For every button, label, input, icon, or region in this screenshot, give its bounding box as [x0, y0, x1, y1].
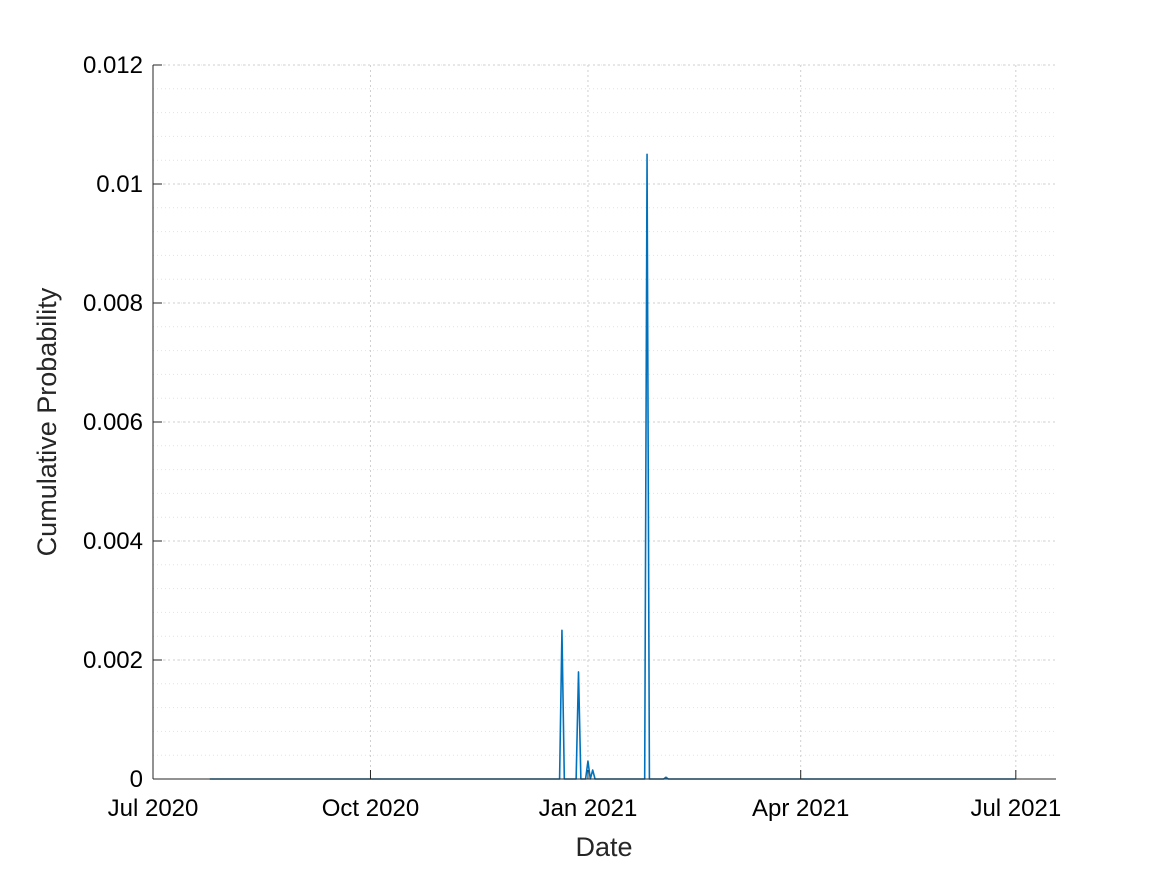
series-line	[209, 153, 1016, 780]
y-tick-label: 0.004	[83, 528, 143, 555]
x-tick-label: Jan 2021	[539, 795, 638, 822]
x-axis-label: Date	[575, 832, 632, 862]
grid	[152, 64, 1056, 780]
y-tick-label: 0.008	[83, 290, 143, 317]
x-tick-label: Apr 2021	[752, 795, 849, 822]
y-tick-label: 0.006	[83, 409, 143, 436]
y-tick-label: 0.01	[96, 171, 143, 198]
tick-labels: 0 0.002 0.004 0.006 0.008 0.01 0.012 Jul 2020 Oc…	[83, 52, 1061, 822]
series-layer	[209, 153, 1016, 780]
x-tick-label: Jul 2020	[108, 795, 199, 822]
x-tick-label: Oct 2020	[322, 795, 419, 822]
y-tick-label: 0.012	[83, 52, 143, 79]
y-tick-label: 0.002	[83, 647, 143, 674]
axes	[152, 64, 1056, 780]
x-tick-label: Jul 2021	[970, 795, 1061, 822]
y-tick-label: 0	[130, 766, 143, 793]
y-axis-label: Cumulative Probability	[32, 287, 62, 556]
